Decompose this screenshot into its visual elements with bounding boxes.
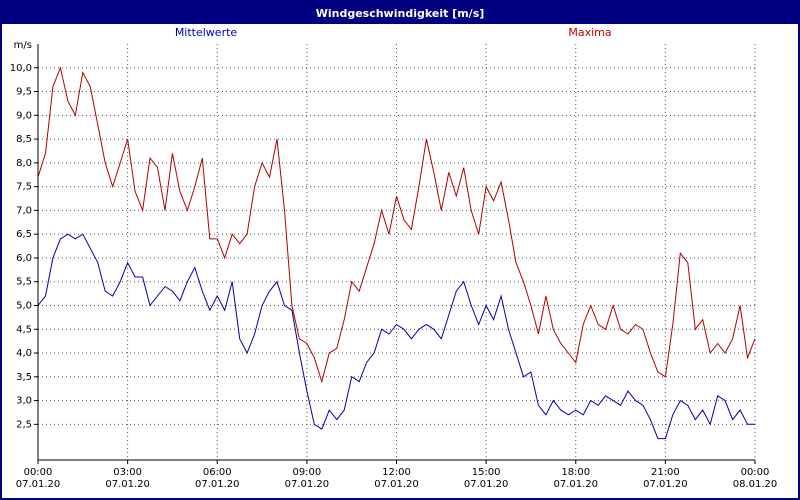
wind-speed-chart: 2,5 3,0 3,5 4,0 4,5 5,0 5,5 6,0 6,5 7,0 7,5 8,0 8,5 9… — [10, 40, 778, 490]
y-tick-label: 7,5 — [16, 182, 32, 193]
y-tick-label: 5,0 — [16, 300, 32, 311]
y-tick-label: 8,0 — [16, 158, 32, 169]
y-tick-label: 4,0 — [16, 348, 32, 359]
window-title-bar[interactable]: Windgeschwindigkeit [m/s] — [2, 2, 798, 24]
x-tick-date-label: 07.01.20 — [464, 479, 509, 490]
y-tick-label: 3,0 — [16, 396, 32, 407]
x-tick-time-label: 00:00 — [741, 467, 770, 478]
y-tick-label: 8,5 — [16, 134, 32, 145]
x-tick-date-label: 07.01.20 — [374, 479, 419, 490]
y-tick-label: 6,0 — [16, 253, 32, 264]
legend-mean-label: Mittelwerte — [174, 26, 238, 39]
x-tick-date-label: 07.01.20 — [553, 479, 598, 490]
y-tick-label: 6,5 — [16, 229, 32, 240]
x-tick-date-label: 07.01.20 — [285, 479, 330, 490]
series-line-maxima — [37, 66, 756, 384]
x-tick-time-label: 18:00 — [561, 467, 590, 478]
y-axis-unit-label: m/s — [14, 40, 32, 51]
x-tick-date-label: 07.01.20 — [195, 479, 240, 490]
y-tick-label: 3,5 — [16, 372, 32, 383]
legend-max-label: Maxima — [568, 26, 612, 39]
x-tick-time-label: 12:00 — [382, 467, 411, 478]
x-tick-time-label: 15:00 — [472, 467, 501, 478]
y-tick-label: 4,5 — [16, 324, 32, 335]
x-tick-date-label: 07.01.20 — [105, 479, 150, 490]
y-tick-label: 5,5 — [16, 277, 32, 288]
x-tick-time-label: 00:00 — [24, 467, 53, 478]
x-tick-time-label: 03:00 — [113, 467, 142, 478]
y-tick-label: 9,5 — [16, 87, 32, 98]
x-tick-date-label: 08.01.20 — [733, 479, 778, 490]
y-tick-label: 10,0 — [10, 63, 32, 74]
y-tick-label: 7,0 — [16, 205, 32, 216]
x-tick-time-label: 06:00 — [203, 467, 232, 478]
x-tick-date-label: 07.01.20 — [643, 479, 688, 490]
window-title: Windgeschwindigkeit [m/s] — [315, 6, 485, 20]
series-line-mittelwerte — [37, 233, 755, 440]
y-tick-label: 2,5 — [16, 419, 32, 430]
x-tick-date-label: 07.01.20 — [16, 479, 61, 490]
x-tick-time-label: 21:00 — [651, 467, 680, 478]
x-tick-time-label: 09:00 — [292, 467, 321, 478]
y-tick-label: 9,0 — [16, 110, 32, 121]
chart-area: Mittelwerte Maxima 2,5 3,0 3,5 4,0 4,5 5,0 5,5… — [2, 24, 798, 498]
